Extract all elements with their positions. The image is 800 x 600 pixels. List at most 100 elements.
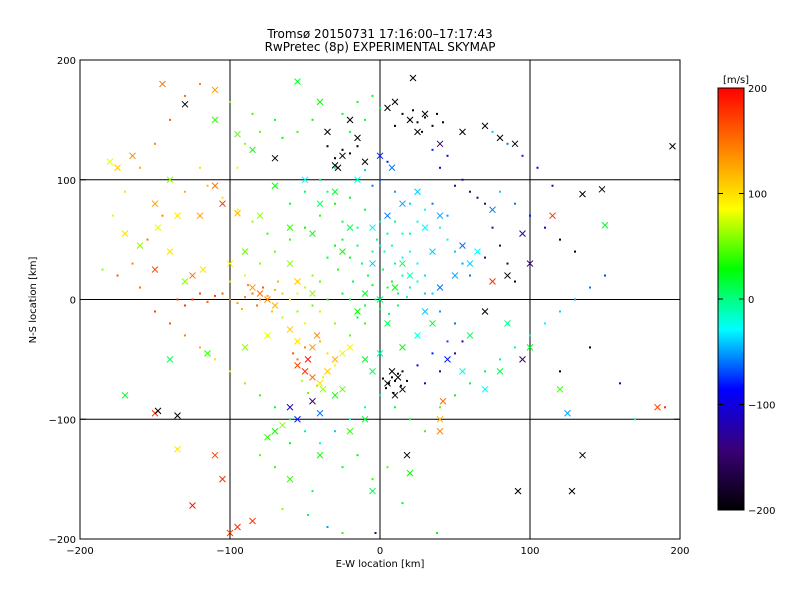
dot-marker	[319, 442, 321, 445]
dot-marker	[559, 238, 561, 241]
dot-marker	[352, 280, 354, 283]
dot-marker	[401, 274, 404, 277]
dot-marker	[484, 370, 486, 373]
dot-marker	[424, 430, 426, 433]
dot-marker	[221, 292, 224, 295]
cross-marker	[286, 260, 294, 267]
cross-marker	[174, 412, 181, 420]
dot-marker	[401, 502, 404, 505]
cross-marker	[354, 176, 361, 184]
dot-marker	[544, 226, 546, 229]
dot-marker	[184, 304, 186, 307]
dot-marker	[394, 124, 396, 127]
cross-marker	[316, 409, 324, 417]
cross-marker	[444, 356, 451, 363]
dot-marker	[259, 454, 261, 457]
dot-marker	[544, 322, 546, 325]
dot-marker	[304, 322, 306, 325]
y-tick-label: 100	[57, 176, 76, 187]
cross-marker	[196, 212, 204, 220]
dot-marker	[364, 118, 366, 121]
dot-marker	[274, 406, 276, 409]
cross-marker	[199, 266, 207, 273]
cross-marker	[181, 278, 189, 285]
cross-marker	[234, 523, 241, 531]
cross-marker	[369, 487, 376, 495]
dot-marker	[397, 372, 399, 375]
cross-marker	[579, 190, 586, 198]
dot-marker	[229, 100, 231, 103]
dot-marker	[349, 256, 351, 259]
cross-marker	[249, 517, 256, 525]
cross-marker	[234, 130, 241, 138]
dot-marker	[424, 274, 426, 277]
dot-marker	[199, 166, 201, 169]
cross-marker	[384, 212, 391, 220]
cross-marker	[394, 373, 402, 381]
dot-marker	[316, 384, 318, 387]
dot-marker	[529, 334, 531, 337]
dot-marker	[371, 284, 374, 287]
cross-marker	[189, 272, 196, 279]
cross-marker	[579, 451, 586, 459]
dot-marker	[484, 202, 486, 205]
dot-marker	[356, 145, 359, 148]
dot-marker	[461, 340, 464, 343]
cross-marker	[519, 230, 526, 237]
cross-marker	[361, 415, 369, 423]
cross-marker	[301, 176, 309, 184]
dot-marker	[409, 250, 411, 253]
dot-marker	[371, 478, 374, 481]
dot-marker	[334, 244, 336, 247]
dot-marker	[277, 280, 279, 283]
dot-marker	[379, 178, 381, 181]
dot-marker	[251, 220, 254, 223]
dot-marker	[506, 142, 509, 145]
dot-marker	[341, 220, 344, 223]
dot-marker	[416, 364, 419, 367]
dot-marker	[431, 124, 434, 127]
dot-marker	[469, 382, 471, 385]
dot-marker	[382, 268, 384, 271]
dot-marker	[491, 226, 494, 229]
colorbar-tick-label: 0	[748, 295, 754, 306]
dot-marker	[364, 208, 366, 211]
cross-marker	[106, 158, 114, 166]
dot-marker	[169, 322, 171, 325]
dot-marker	[259, 262, 261, 265]
data-points	[101, 74, 676, 537]
dot-marker	[371, 184, 374, 187]
dot-marker	[199, 346, 201, 349]
dot-marker	[349, 152, 351, 155]
dot-marker	[184, 190, 186, 193]
dot-marker	[374, 298, 377, 301]
cross-marker	[316, 200, 324, 208]
dot-marker	[409, 418, 411, 421]
cross-marker	[339, 248, 346, 255]
dot-marker	[341, 148, 344, 151]
dot-marker	[244, 274, 246, 277]
cross-marker	[496, 367, 504, 375]
cross-marker	[391, 284, 399, 291]
cross-marker	[489, 206, 496, 214]
dot-marker	[431, 352, 434, 355]
dot-marker	[397, 292, 399, 295]
cross-marker	[154, 407, 162, 415]
dot-marker	[334, 157, 336, 160]
dot-marker	[386, 232, 389, 235]
dot-marker	[244, 142, 246, 145]
dot-marker	[367, 274, 369, 277]
cross-marker	[324, 128, 331, 136]
dot-marker	[394, 220, 396, 223]
dot-marker	[296, 130, 299, 133]
dot-marker	[274, 288, 276, 291]
colorbar-tick-label: −200	[748, 506, 775, 517]
dot-marker	[416, 121, 419, 124]
cross-marker	[429, 320, 436, 327]
dot-marker	[454, 352, 456, 355]
colorbar-tick-label: 200	[748, 84, 767, 95]
cross-marker	[331, 391, 339, 399]
cross-marker	[511, 140, 519, 148]
dot-marker	[454, 184, 456, 187]
cross-marker	[313, 332, 321, 339]
